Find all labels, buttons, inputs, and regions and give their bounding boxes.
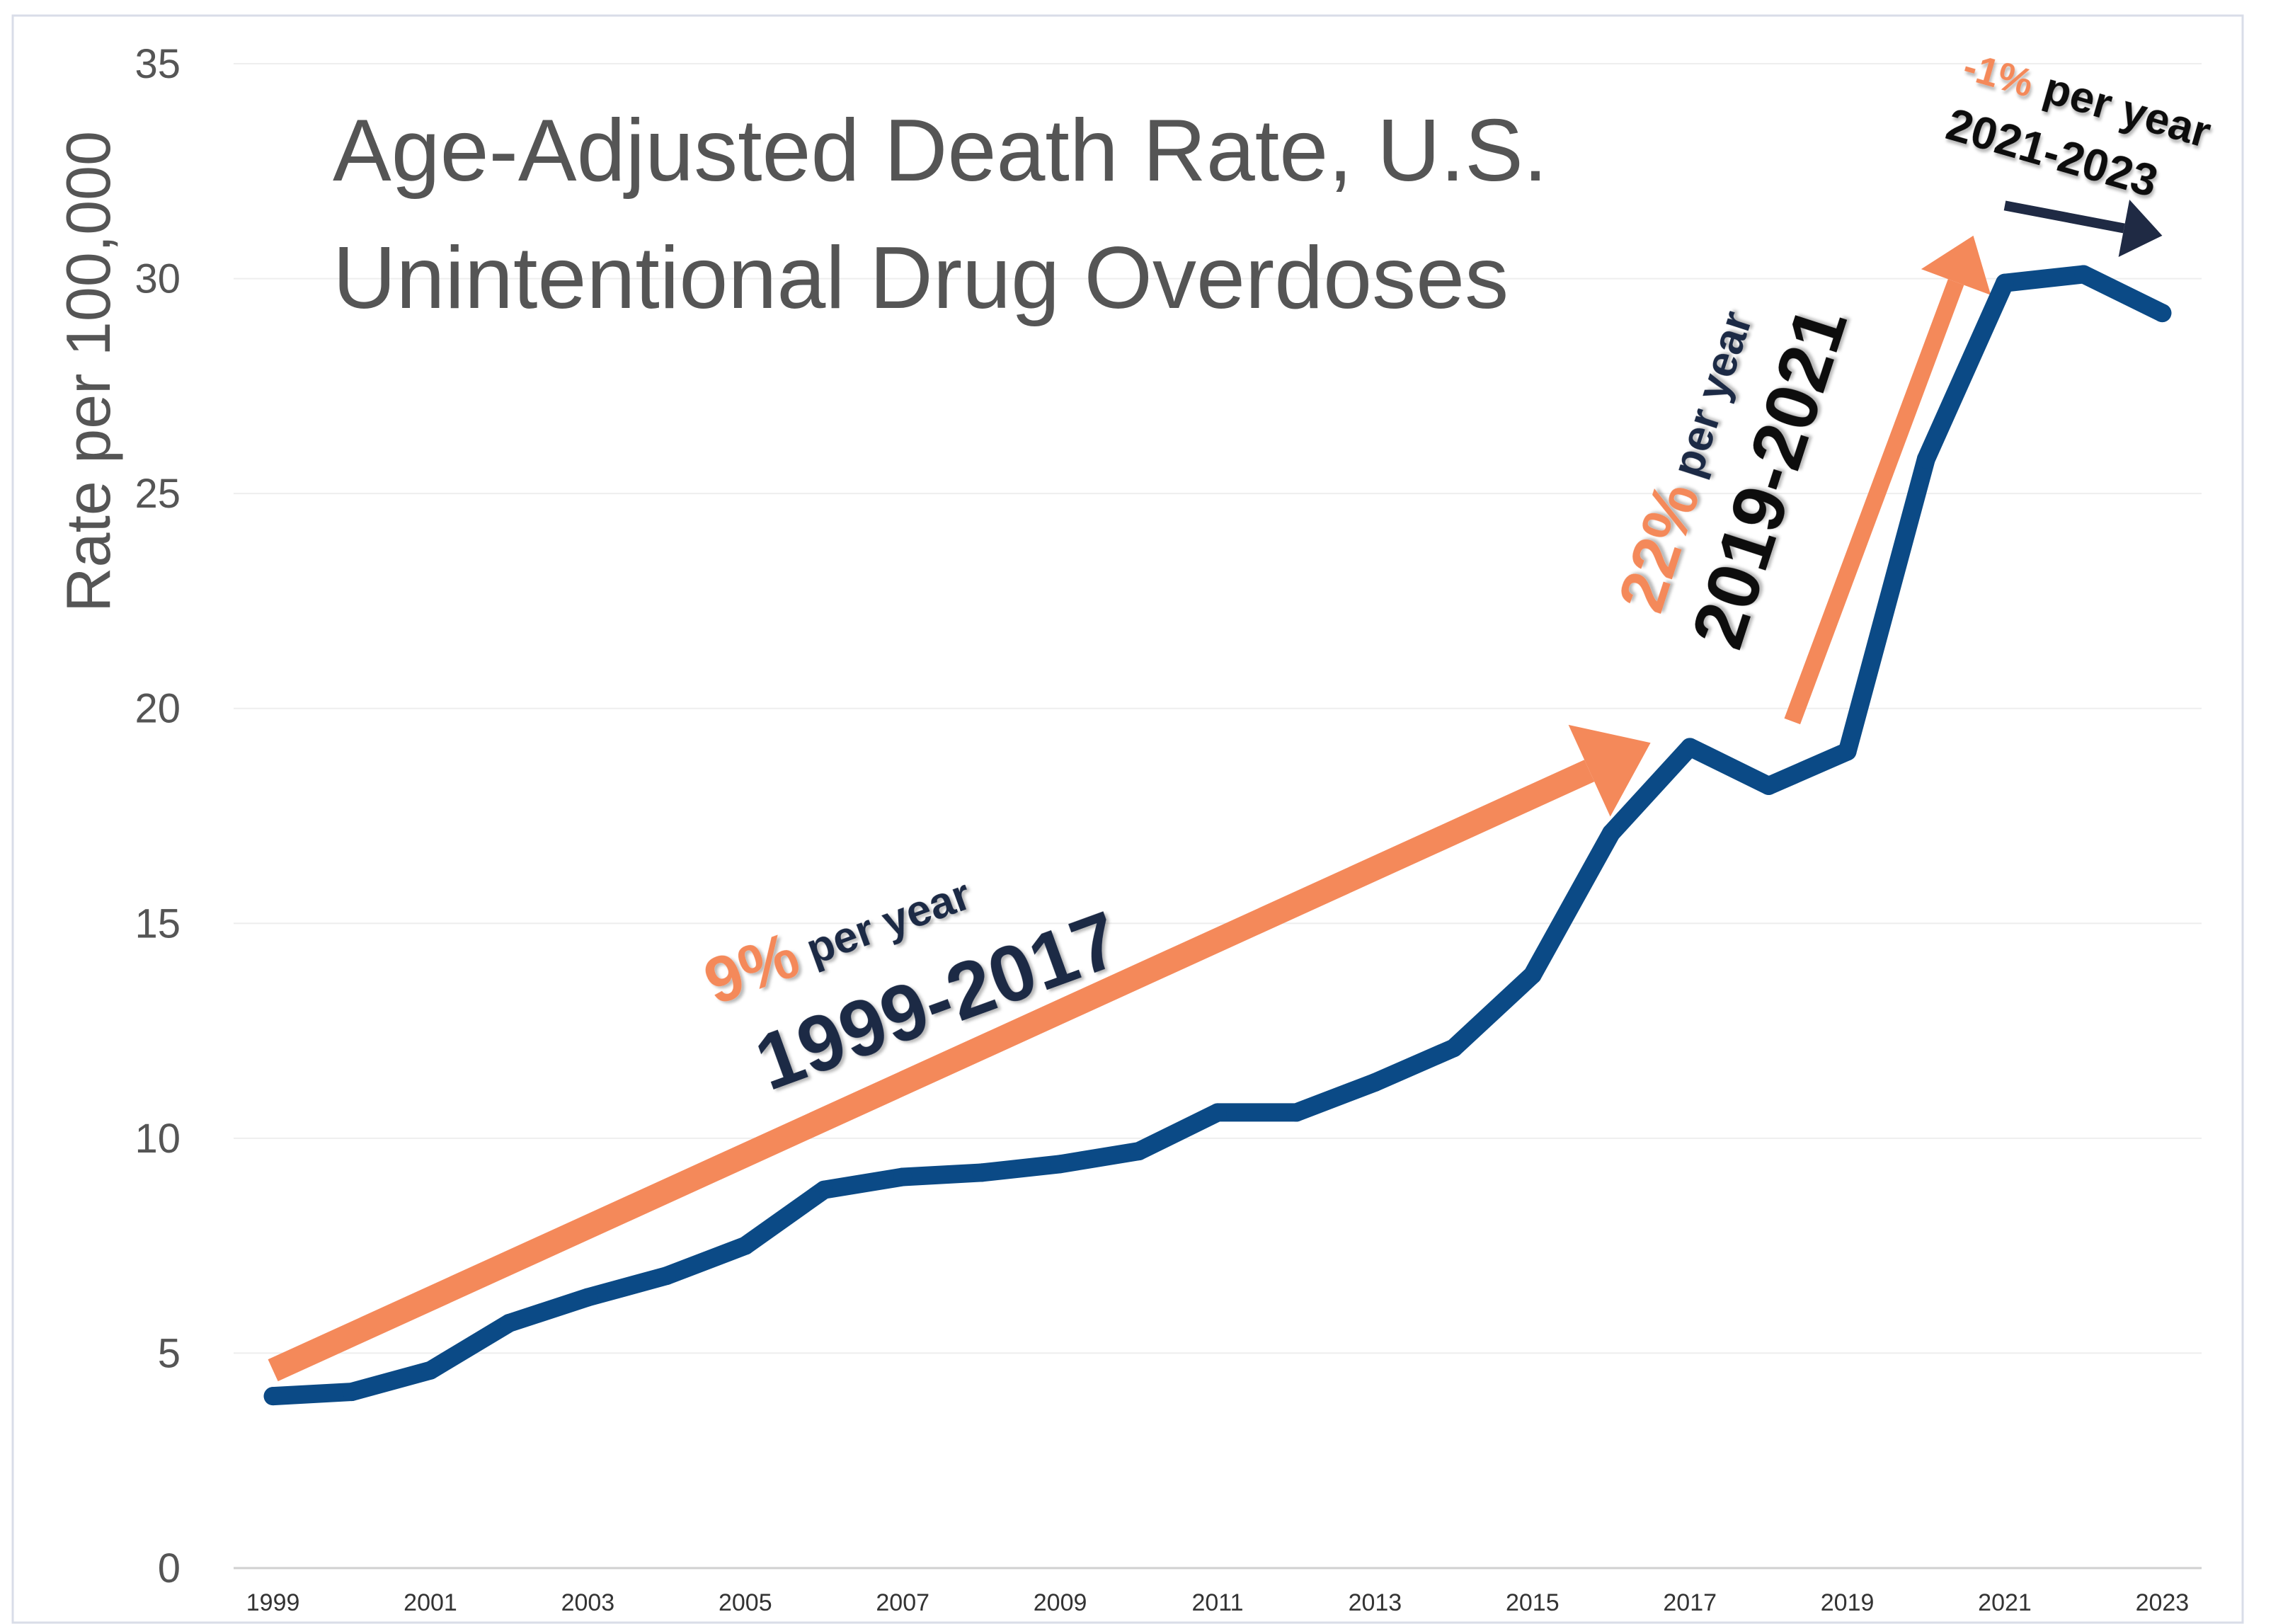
y-axis-label: Rate per 100,000 [53, 131, 123, 612]
data-point-2017 [1681, 738, 1700, 757]
x-tick-label: 2005 [719, 1589, 772, 1616]
x-tick-label: 2019 [1821, 1589, 1875, 1616]
trend-arrow-head [1568, 724, 1651, 817]
annotation-1-percent: 9% [695, 918, 808, 1018]
data-point-2014 [1444, 1039, 1463, 1058]
x-tick-label: 1999 [246, 1589, 300, 1616]
data-point-2019 [1838, 742, 1857, 761]
data-point-2018 [1759, 777, 1778, 795]
y-tick-label: 0 [158, 1545, 181, 1591]
y-tick-label: 25 [135, 471, 181, 517]
data-point-2013 [1366, 1073, 1385, 1092]
x-tick-label: 2015 [1506, 1589, 1560, 1616]
data-point-2005 [736, 1236, 755, 1255]
x-tick-label: 2003 [561, 1589, 615, 1616]
data-point-2008 [972, 1163, 991, 1182]
x-tick-label: 2013 [1349, 1589, 1402, 1616]
data-point-1999 [263, 1387, 282, 1406]
trend-arrow-shaft [1784, 279, 1964, 725]
trend-arrow-shaft [268, 760, 1595, 1382]
data-point-2000 [342, 1383, 361, 1402]
data-point-2021 [1996, 273, 2014, 292]
x-tick-label: 2001 [404, 1589, 457, 1616]
trend-arrow-head [2118, 200, 2163, 258]
data-point-2009 [1051, 1155, 1070, 1174]
data-point-2022 [2074, 265, 2093, 284]
data-point-2001 [421, 1361, 440, 1380]
y-tick-label: 15 [135, 900, 181, 947]
data-point-2016 [1602, 823, 1620, 842]
y-tick-label: 30 [135, 256, 181, 302]
data-point-2004 [657, 1266, 676, 1286]
x-tick-label: 2017 [1663, 1589, 1717, 1616]
x-axis-ticks: 1999 2001 2003 2005 2007 2009 2011 2013 2015 2017… [246, 1589, 2189, 1616]
annotation-3-percent: -1% [1959, 43, 2039, 105]
data-point-2023 [2153, 304, 2172, 323]
trend-arrow-head [1921, 235, 1991, 295]
trend-arrow-1 [268, 724, 1651, 1382]
data-point-2015 [1523, 966, 1542, 985]
y-tick-label: 10 [135, 1116, 181, 1162]
trend-arrow-2 [1784, 235, 1991, 725]
trend-arrow-shaft [2003, 200, 2125, 234]
y-axis-ticks: 0 5 10 15 20 25 30 35 [135, 41, 181, 1591]
chart-frame [11, 14, 2244, 1624]
data-point-2002 [500, 1313, 519, 1332]
data-point-2007 [893, 1167, 912, 1186]
y-tick-label: 20 [135, 686, 181, 732]
trend-arrows [268, 200, 2163, 1382]
gridlines [234, 63, 2202, 1569]
x-tick-label: 2023 [2136, 1589, 2190, 1616]
x-tick-label: 2011 [1191, 1589, 1243, 1616]
data-point-2006 [815, 1180, 833, 1199]
data-point-2010 [1129, 1142, 1148, 1161]
x-tick-label: 2021 [1978, 1589, 2032, 1616]
chart-subtitle: Unintentional Drug Overdoses [333, 229, 1509, 327]
data-point-2003 [578, 1288, 597, 1307]
x-tick-label: 2009 [1034, 1589, 1087, 1616]
data-point-2011 [1208, 1103, 1227, 1122]
y-tick-label: 35 [135, 41, 181, 87]
data-points [263, 265, 2172, 1406]
series-line [263, 265, 2172, 1406]
data-point-2020 [1916, 450, 1935, 469]
trend-arrow-3 [2003, 200, 2163, 258]
x-tick-label: 2007 [876, 1589, 929, 1616]
chart-title: Age-Adjusted Death Rate, U.S. [333, 102, 1547, 200]
y-tick-label: 5 [158, 1330, 181, 1376]
data-point-2012 [1287, 1103, 1306, 1122]
